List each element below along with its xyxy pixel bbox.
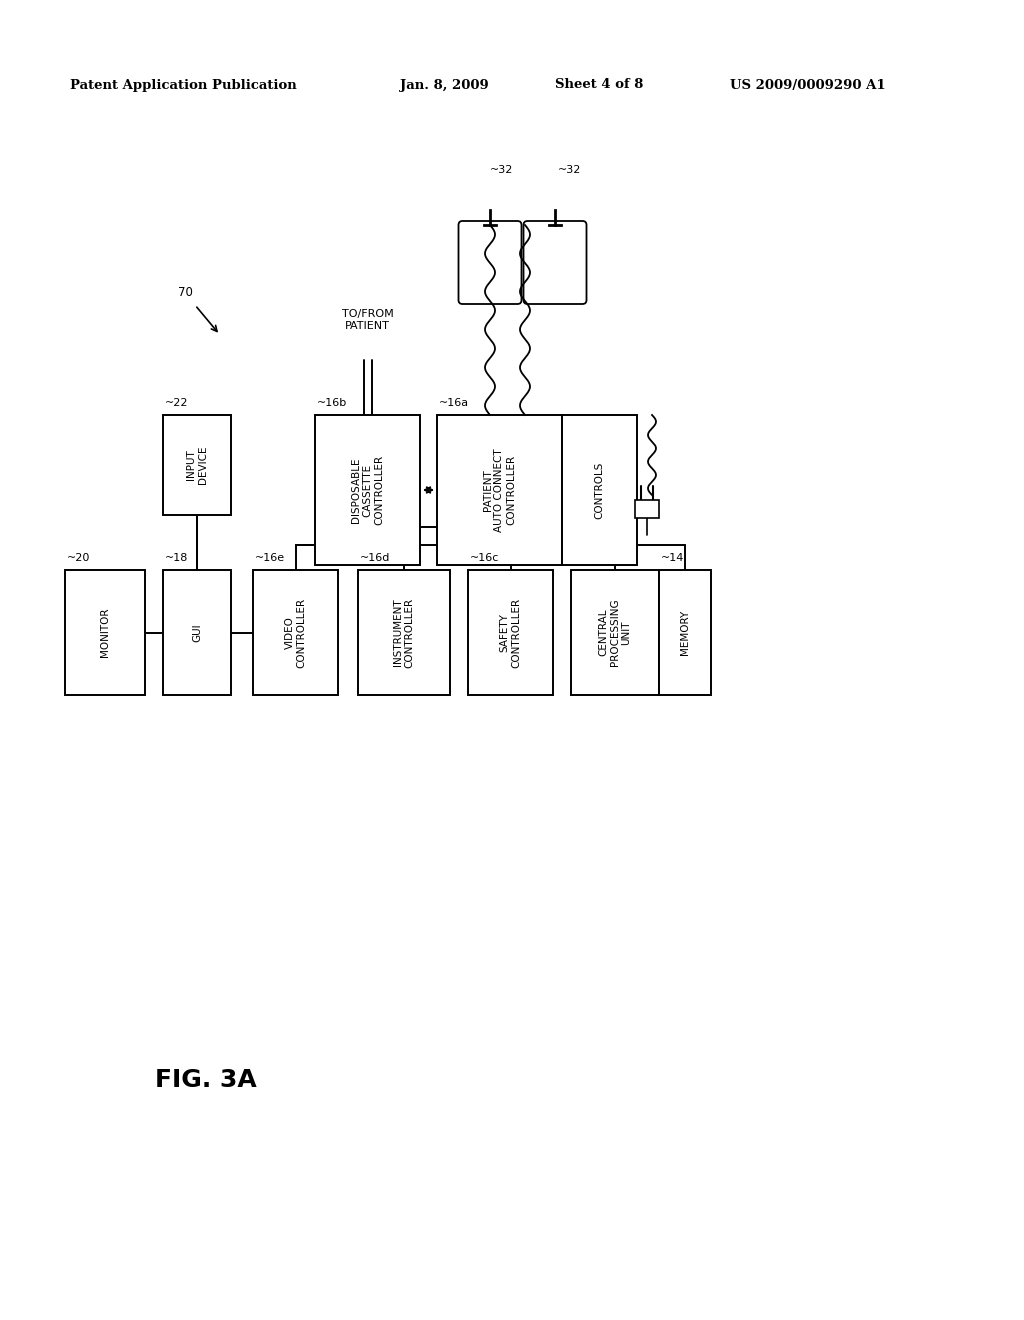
- FancyBboxPatch shape: [523, 220, 587, 304]
- Text: ~14: ~14: [662, 553, 684, 564]
- Text: INPUT
DEVICE: INPUT DEVICE: [186, 446, 208, 484]
- Text: ~16d: ~16d: [360, 553, 390, 564]
- Bar: [253, 570, 338, 696]
- Bar: [65, 570, 145, 696]
- Text: ~22: ~22: [165, 399, 188, 408]
- Bar: [358, 570, 450, 696]
- Bar: [315, 414, 420, 565]
- Text: PATIENT
AUTO CONNECT
CONTROLLER: PATIENT AUTO CONNECT CONTROLLER: [483, 449, 516, 532]
- Text: ~32: ~32: [490, 165, 513, 176]
- Text: MEMORY: MEMORY: [680, 610, 690, 655]
- Text: Patent Application Publication: Patent Application Publication: [70, 78, 297, 91]
- Text: INSTRUMENT
CONTROLLER: INSTRUMENT CONTROLLER: [393, 598, 415, 668]
- Text: CONTROLS: CONTROLS: [595, 461, 604, 519]
- Text: CENTRAL
PROCESSING
UNIT: CENTRAL PROCESSING UNIT: [598, 599, 632, 667]
- Bar: [437, 414, 562, 565]
- Text: SAFETY
CONTROLLER: SAFETY CONTROLLER: [500, 598, 521, 668]
- Bar: [468, 570, 553, 696]
- Text: GUI: GUI: [193, 623, 202, 642]
- Text: Jan. 8, 2009: Jan. 8, 2009: [400, 78, 488, 91]
- Text: ~20: ~20: [67, 553, 90, 564]
- Text: ~16b: ~16b: [317, 399, 347, 408]
- Text: US 2009/0009290 A1: US 2009/0009290 A1: [730, 78, 886, 91]
- Bar: [163, 570, 231, 696]
- Text: ~18: ~18: [165, 553, 188, 564]
- Text: ~16c: ~16c: [470, 553, 500, 564]
- Text: ~16a: ~16a: [439, 399, 469, 408]
- Bar: [659, 570, 711, 696]
- Text: FIG. 3A: FIG. 3A: [155, 1068, 257, 1092]
- FancyBboxPatch shape: [459, 220, 521, 304]
- Bar: [163, 414, 231, 515]
- Text: 70: 70: [178, 286, 193, 300]
- Text: MONITOR: MONITOR: [100, 607, 110, 657]
- Text: ~32: ~32: [558, 165, 582, 176]
- Text: TO/FROM
PATIENT: TO/FROM PATIENT: [342, 309, 393, 331]
- Text: Sheet 4 of 8: Sheet 4 of 8: [555, 78, 643, 91]
- Bar: [562, 414, 637, 565]
- Text: DISPOSABLE
CASSETTE
CONTROLLER: DISPOSABLE CASSETTE CONTROLLER: [351, 455, 384, 525]
- Bar: [571, 570, 659, 696]
- Text: VIDEO
CONTROLLER: VIDEO CONTROLLER: [285, 598, 306, 668]
- Bar: [635, 500, 659, 517]
- Text: ~16e: ~16e: [255, 553, 285, 564]
